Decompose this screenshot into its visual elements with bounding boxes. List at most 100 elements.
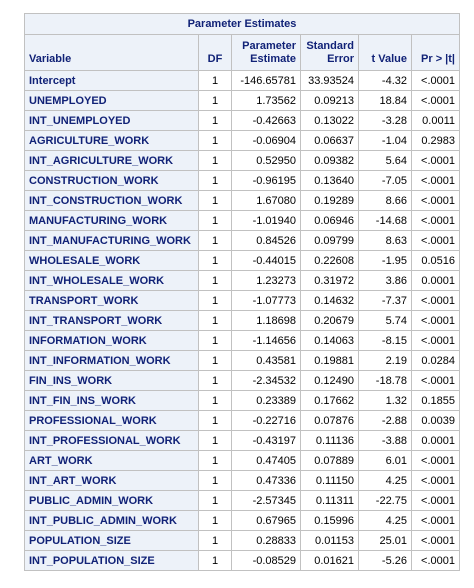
cell-df: 1: [198, 170, 232, 191]
cell-df: 1: [198, 470, 232, 491]
cell-p-value: <.0001: [411, 290, 460, 311]
cell-variable: CONSTRUCTION_WORK: [24, 170, 199, 191]
cell-df: 1: [198, 190, 232, 211]
cell-standard-error: 0.01621: [300, 550, 359, 571]
cell-t-value: 3.86: [358, 270, 412, 291]
cell-variable: PUBLIC_ADMIN_WORK: [24, 490, 199, 511]
table-row: AGRICULTURE_WORK 1 -0.06904 0.06637 -1.04 0.2…: [24, 130, 460, 151]
cell-standard-error: 0.22608: [300, 250, 359, 271]
cell-p-value: <.0001: [411, 230, 460, 251]
table-row: WHOLESALE_WORK 1 -0.44015 0.22608 -1.95 0.051…: [24, 250, 460, 271]
cell-p-value: <.0001: [411, 330, 460, 351]
cell-p-value: <.0001: [411, 70, 460, 91]
cell-df: 1: [198, 70, 232, 91]
cell-df: 1: [198, 290, 232, 311]
table-row: ART_WORK 1 0.47405 0.07889 6.01 <.0001: [24, 450, 460, 471]
cell-t-value: -8.15: [358, 330, 412, 351]
cell-standard-error: 0.17662: [300, 390, 359, 411]
cell-variable: INT_TRANSPORT_WORK: [24, 310, 199, 331]
cell-df: 1: [198, 270, 232, 291]
cell-standard-error: 33.93524: [300, 70, 359, 91]
cell-variable: TRANSPORT_WORK: [24, 290, 199, 311]
cell-t-value: 1.32: [358, 390, 412, 411]
cell-standard-error: 0.19881: [300, 350, 359, 371]
cell-parameter-estimate: 1.73562: [231, 90, 301, 111]
cell-variable: INT_ART_WORK: [24, 470, 199, 491]
cell-parameter-estimate: -0.44015: [231, 250, 301, 271]
cell-p-value: <.0001: [411, 310, 460, 331]
header-standard-error: Standard Error: [300, 34, 359, 71]
cell-p-value: <.0001: [411, 530, 460, 551]
table-row: INT_PROFESSIONAL_WORK 1 -0.43197 0.11136 -3.…: [24, 430, 460, 451]
cell-t-value: -7.05: [358, 170, 412, 191]
cell-variable: POPULATION_SIZE: [24, 530, 199, 551]
cell-p-value: 0.0001: [411, 430, 460, 451]
cell-variable: FIN_INS_WORK: [24, 370, 199, 391]
cell-parameter-estimate: -0.06904: [231, 130, 301, 151]
cell-p-value: <.0001: [411, 370, 460, 391]
cell-t-value: 18.84: [358, 90, 412, 111]
cell-parameter-estimate: -2.57345: [231, 490, 301, 511]
table-row: PROFESSIONAL_WORK 1 -0.22716 0.07876 -2.88 0.…: [24, 410, 460, 431]
table-caption: Parameter Estimates: [24, 13, 460, 35]
table-row: Intercept 1 -146.65781 33.93524 -4.32 <.0001: [24, 70, 460, 91]
cell-p-value: <.0001: [411, 450, 460, 471]
cell-variable: INT_WHOLESALE_WORK: [24, 270, 199, 291]
cell-df: 1: [198, 330, 232, 351]
cell-parameter-estimate: 0.28833: [231, 530, 301, 551]
cell-t-value: -14.68: [358, 210, 412, 231]
cell-parameter-estimate: -1.07773: [231, 290, 301, 311]
cell-t-value: -18.78: [358, 370, 412, 391]
cell-variable: INT_UNEMPLOYED: [24, 110, 199, 131]
cell-df: 1: [198, 130, 232, 151]
cell-df: 1: [198, 90, 232, 111]
cell-df: 1: [198, 350, 232, 371]
cell-standard-error: 0.06637: [300, 130, 359, 151]
cell-p-value: <.0001: [411, 170, 460, 191]
header-variable: Variable: [24, 34, 199, 71]
cell-t-value: 8.63: [358, 230, 412, 251]
cell-p-value: 0.0516: [411, 250, 460, 271]
cell-p-value: <.0001: [411, 150, 460, 171]
cell-variable: WHOLESALE_WORK: [24, 250, 199, 271]
cell-parameter-estimate: -1.01940: [231, 210, 301, 231]
cell-standard-error: 0.07889: [300, 450, 359, 471]
cell-standard-error: 0.19289: [300, 190, 359, 211]
cell-t-value: -5.26: [358, 550, 412, 571]
cell-parameter-estimate: 0.67965: [231, 510, 301, 531]
cell-parameter-estimate: -146.65781: [231, 70, 301, 91]
cell-p-value: 0.0284: [411, 350, 460, 371]
cell-standard-error: 0.13640: [300, 170, 359, 191]
cell-variable: INT_MANUFACTURING_WORK: [24, 230, 199, 251]
cell-t-value: 6.01: [358, 450, 412, 471]
cell-df: 1: [198, 530, 232, 551]
cell-parameter-estimate: 0.47405: [231, 450, 301, 471]
table-row: INT_AGRICULTURE_WORK 1 0.52950 0.09382 5.64 <…: [24, 150, 460, 171]
cell-parameter-estimate: -0.42663: [231, 110, 301, 131]
cell-df: 1: [198, 370, 232, 391]
cell-standard-error: 0.31972: [300, 270, 359, 291]
cell-t-value: -4.32: [358, 70, 412, 91]
cell-standard-error: 0.09382: [300, 150, 359, 171]
cell-t-value: -1.95: [358, 250, 412, 271]
cell-parameter-estimate: 1.18698: [231, 310, 301, 331]
table-row: TRANSPORT_WORK 1 -1.07773 0.14632 -7.37 <.000…: [24, 290, 460, 311]
cell-t-value: 25.01: [358, 530, 412, 551]
cell-standard-error: 0.14632: [300, 290, 359, 311]
cell-parameter-estimate: 0.43581: [231, 350, 301, 371]
cell-variable: AGRICULTURE_WORK: [24, 130, 199, 151]
cell-standard-error: 0.06946: [300, 210, 359, 231]
cell-parameter-estimate: 0.47336: [231, 470, 301, 491]
cell-p-value: 0.2983: [411, 130, 460, 151]
table-row: INT_UNEMPLOYED 1 -0.42663 0.13022 -3.28 0.001…: [24, 110, 460, 131]
cell-parameter-estimate: 1.23273: [231, 270, 301, 291]
cell-parameter-estimate: 1.67080: [231, 190, 301, 211]
cell-variable: INT_PUBLIC_ADMIN_WORK: [24, 510, 199, 531]
table-row: INT_TRANSPORT_WORK 1 1.18698 0.20679 5.74 <.0…: [24, 310, 460, 331]
cell-variable: INFORMATION_WORK: [24, 330, 199, 351]
cell-variable: INT_INFORMATION_WORK: [24, 350, 199, 371]
cell-standard-error: 0.12490: [300, 370, 359, 391]
cell-t-value: -1.04: [358, 130, 412, 151]
cell-t-value: -2.88: [358, 410, 412, 431]
cell-df: 1: [198, 310, 232, 331]
